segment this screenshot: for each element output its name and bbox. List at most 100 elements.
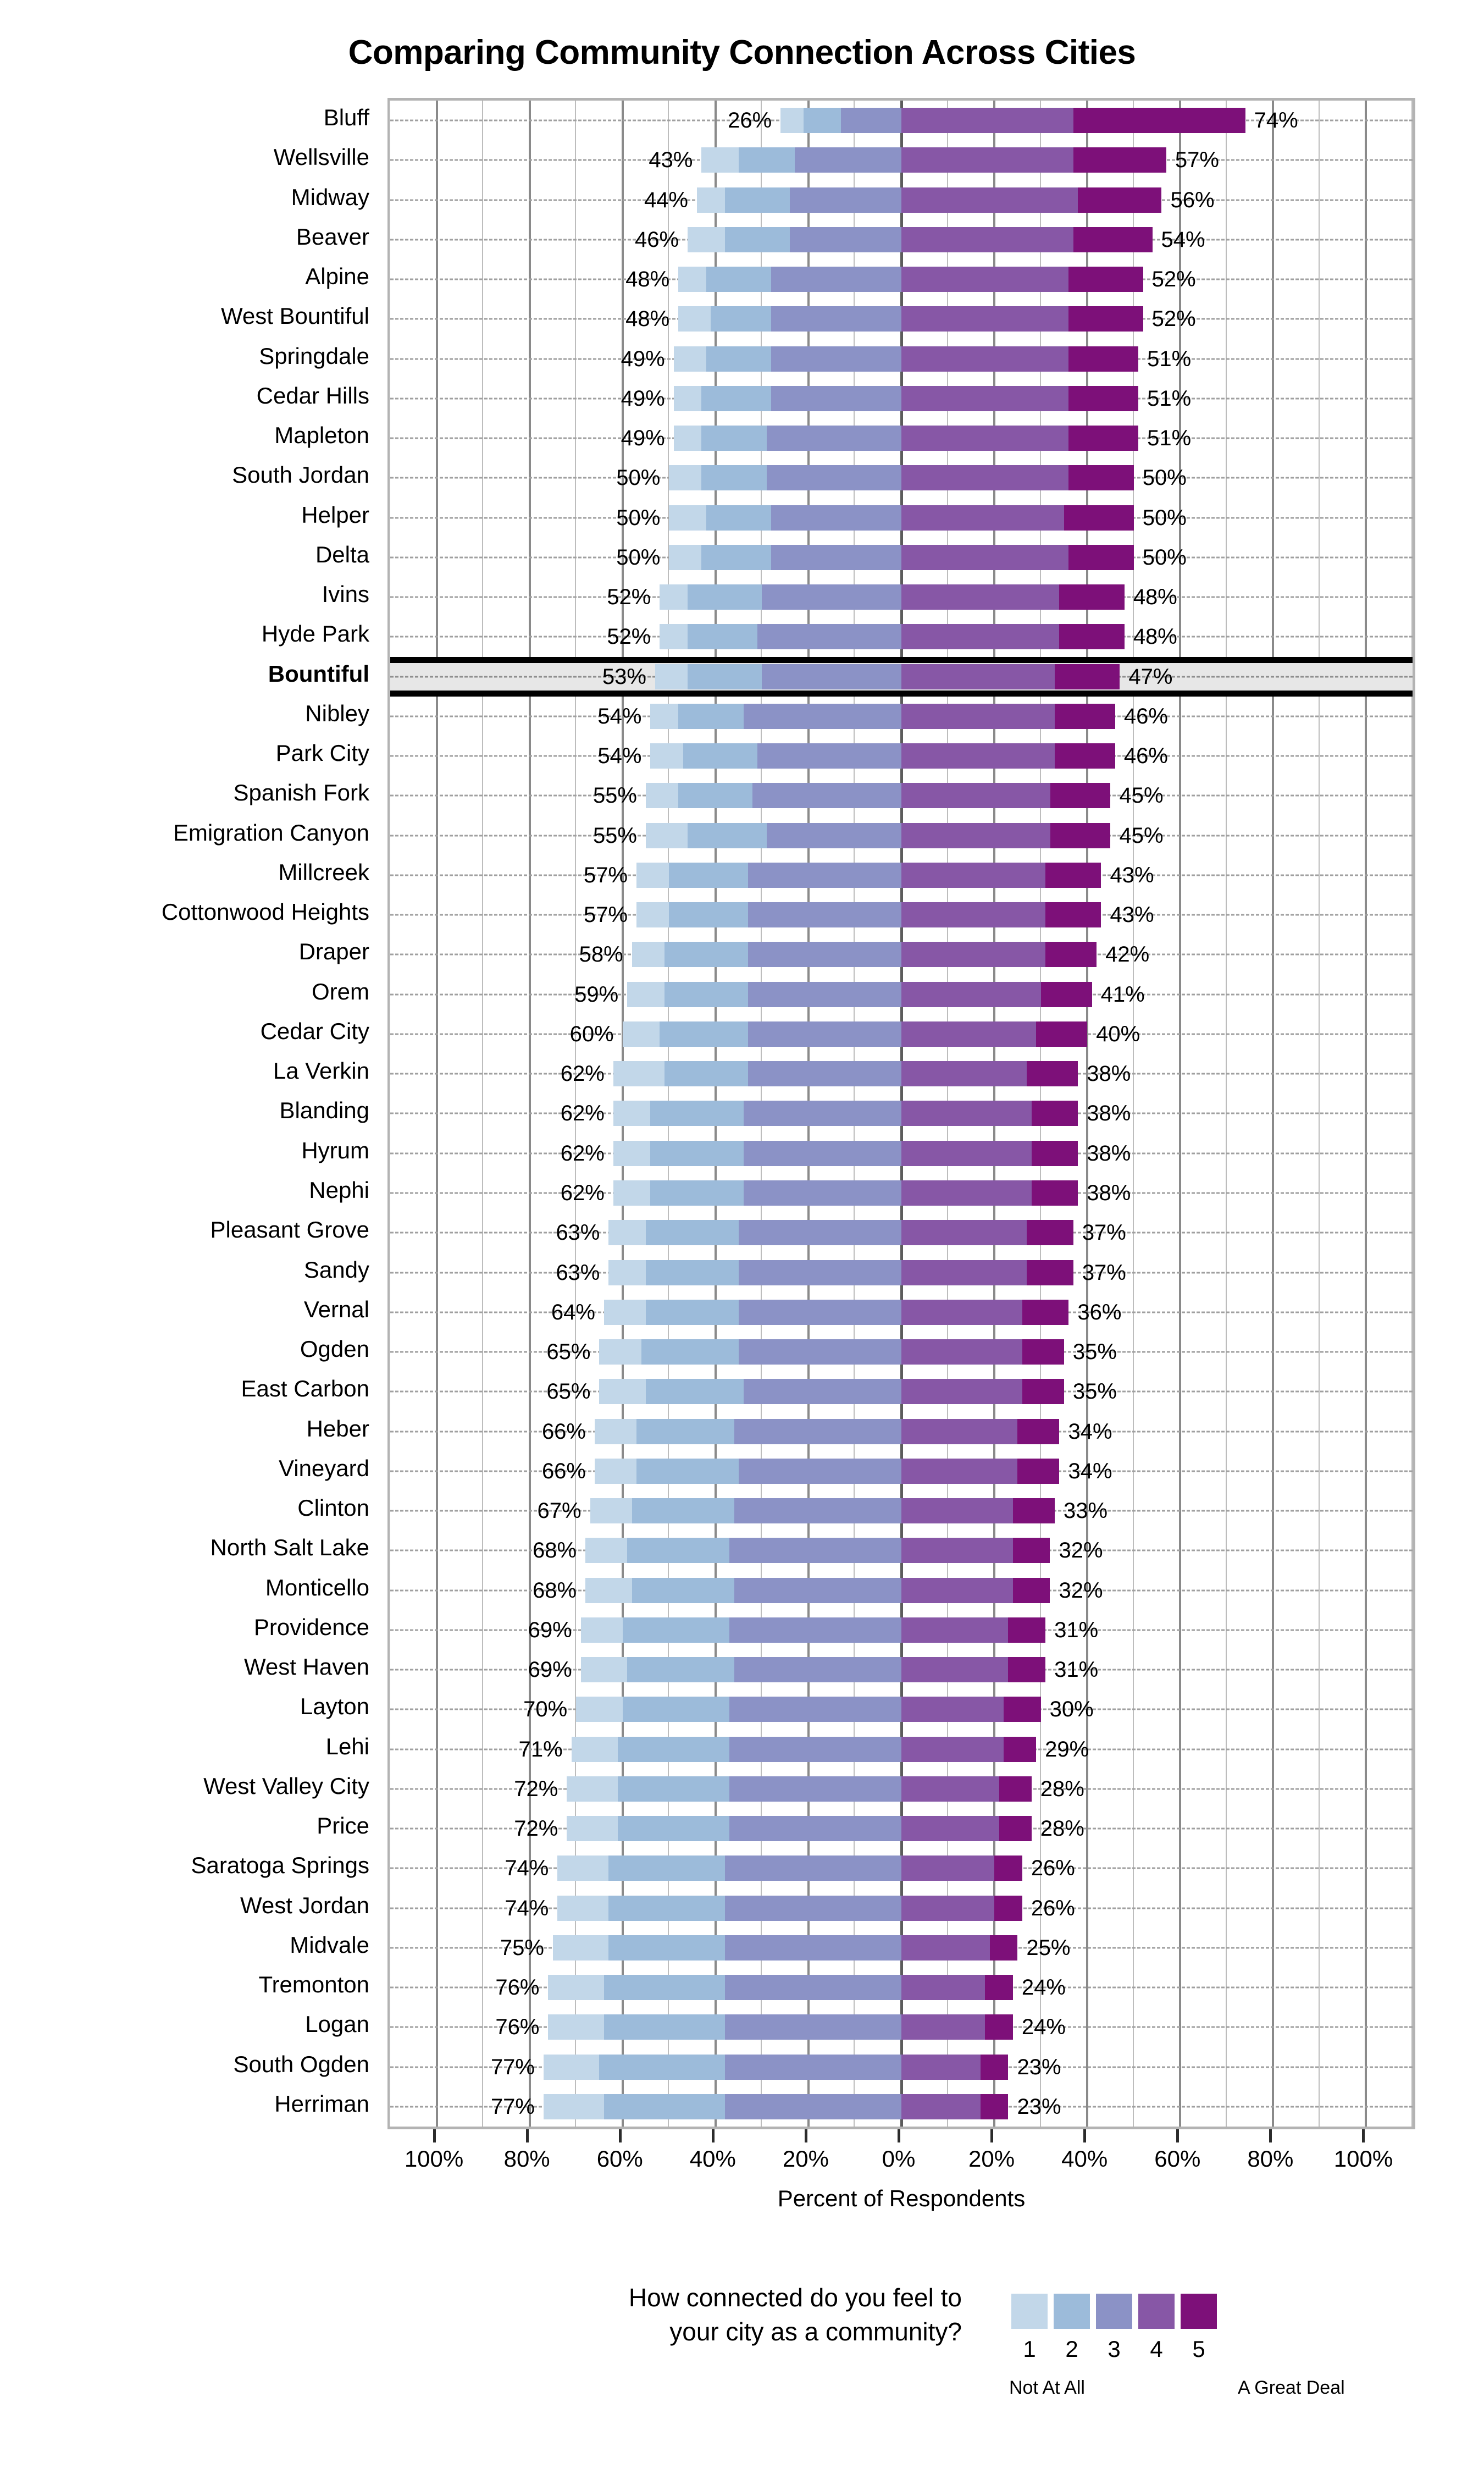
bar-segment-1[interactable] bbox=[678, 267, 706, 292]
bar-segment-1[interactable] bbox=[580, 1617, 623, 1643]
stacked-bar[interactable] bbox=[646, 783, 1111, 809]
bar-segment-5[interactable] bbox=[980, 2094, 1009, 2119]
bar-segment-2[interactable] bbox=[669, 902, 748, 928]
y-axis-label-nephi[interactable]: Nephi bbox=[309, 1177, 369, 1203]
bar-segment-4[interactable] bbox=[901, 1498, 1013, 1524]
bar-segment-4[interactable] bbox=[901, 426, 1069, 451]
bar-segment-4[interactable] bbox=[901, 703, 1055, 729]
bar-segment-3[interactable] bbox=[739, 1339, 901, 1365]
bar-segment-4[interactable] bbox=[901, 1458, 1018, 1484]
bar-segment-5[interactable] bbox=[1068, 267, 1143, 292]
bar-segment-3[interactable] bbox=[724, 1895, 901, 1921]
bar-segment-1[interactable] bbox=[585, 1538, 628, 1564]
y-axis-label-nibley[interactable]: Nibley bbox=[305, 700, 369, 726]
bar-segment-2[interactable] bbox=[724, 227, 790, 252]
bar-segment-5[interactable] bbox=[1017, 1458, 1060, 1484]
bar-segment-3[interactable] bbox=[747, 981, 901, 1007]
bar-row[interactable]: 77% 23% bbox=[390, 2087, 1413, 2127]
bar-segment-3[interactable] bbox=[734, 1657, 901, 1683]
bar-segment-1[interactable] bbox=[590, 1498, 632, 1524]
bar-segment-3[interactable] bbox=[766, 822, 901, 848]
bar-segment-1[interactable] bbox=[548, 2014, 604, 2040]
bar-row[interactable]: 44% 56% bbox=[390, 180, 1413, 220]
bar-segment-2[interactable] bbox=[701, 385, 772, 411]
bar-segment-1[interactable] bbox=[595, 1458, 637, 1484]
bar-segment-5[interactable] bbox=[1003, 1697, 1041, 1722]
y-axis-label-saratoga-springs[interactable]: Saratoga Springs bbox=[191, 1852, 369, 1879]
bar-row[interactable]: 54% 46% bbox=[390, 736, 1413, 776]
bar-segment-2[interactable] bbox=[711, 306, 772, 332]
stacked-bar[interactable] bbox=[544, 2094, 1009, 2119]
stacked-bar[interactable] bbox=[548, 2014, 1013, 2040]
y-axis-label-sandy[interactable]: Sandy bbox=[303, 1256, 369, 1283]
stacked-bar[interactable] bbox=[678, 267, 1143, 292]
bar-segment-3[interactable] bbox=[790, 227, 901, 252]
bar-segment-4[interactable] bbox=[901, 981, 1041, 1007]
bar-segment-4[interactable] bbox=[901, 1061, 1027, 1087]
bar-segment-2[interactable] bbox=[706, 505, 772, 531]
bar-segment-4[interactable] bbox=[901, 624, 1060, 650]
bar-row[interactable]: 69% 31% bbox=[390, 1610, 1413, 1650]
bar-segment-4[interactable] bbox=[901, 1101, 1032, 1126]
bar-segment-1[interactable] bbox=[613, 1180, 651, 1206]
y-axis-label-monticello[interactable]: Monticello bbox=[265, 1574, 369, 1600]
bar-segment-2[interactable] bbox=[688, 624, 757, 650]
bar-segment-2[interactable] bbox=[603, 2094, 725, 2119]
bar-segment-1[interactable] bbox=[544, 2054, 600, 2080]
stacked-bar[interactable] bbox=[673, 426, 1139, 451]
y-axis-label-beaver[interactable]: Beaver bbox=[296, 223, 369, 250]
y-axis-label-layton[interactable]: Layton bbox=[300, 1693, 369, 1720]
bar-row[interactable]: 62% 38% bbox=[390, 1094, 1413, 1133]
y-axis-label-bountiful[interactable]: Bountiful bbox=[268, 660, 369, 687]
bar-row[interactable]: 75% 25% bbox=[390, 1928, 1413, 1968]
bar-segment-2[interactable] bbox=[622, 1697, 730, 1722]
stacked-bar[interactable] bbox=[576, 1697, 1041, 1722]
bar-row[interactable]: 72% 28% bbox=[390, 1769, 1413, 1809]
bar-segment-2[interactable] bbox=[739, 147, 795, 173]
stacked-bar[interactable] bbox=[632, 942, 1097, 968]
bar-row[interactable]: 76% 24% bbox=[390, 1968, 1413, 2007]
y-axis-label-west-jordan[interactable]: West Jordan bbox=[240, 1892, 369, 1918]
bar-segment-2[interactable] bbox=[608, 1935, 725, 1961]
bar-row[interactable]: 50% 50% bbox=[390, 538, 1413, 577]
bar-segment-2[interactable] bbox=[608, 1856, 725, 1881]
bar-segment-5[interactable] bbox=[1050, 783, 1111, 809]
bar-segment-5[interactable] bbox=[980, 2054, 1009, 2080]
bar-segment-2[interactable] bbox=[618, 1776, 730, 1802]
bar-segment-3[interactable] bbox=[724, 2094, 901, 2119]
bar-row[interactable]: 57% 43% bbox=[390, 895, 1413, 935]
bar-segment-4[interactable] bbox=[901, 385, 1069, 411]
bar-row[interactable]: 49% 51% bbox=[390, 339, 1413, 379]
stacked-bar[interactable] bbox=[780, 108, 1245, 134]
bar-row[interactable]: 52% 48% bbox=[390, 577, 1413, 617]
bar-row[interactable]: 68% 32% bbox=[390, 1531, 1413, 1570]
bar-segment-2[interactable] bbox=[804, 108, 841, 134]
bar-segment-2[interactable] bbox=[645, 1299, 739, 1325]
bar-segment-4[interactable] bbox=[901, 1180, 1032, 1206]
bar-segment-4[interactable] bbox=[901, 822, 1050, 848]
y-axis-label-vernal[interactable]: Vernal bbox=[303, 1296, 369, 1322]
y-axis-label-west-haven[interactable]: West Haven bbox=[244, 1654, 369, 1680]
bar-segment-5[interactable] bbox=[985, 2014, 1013, 2040]
stacked-bar[interactable] bbox=[646, 822, 1111, 848]
bar-segment-2[interactable] bbox=[650, 1180, 744, 1206]
bar-segment-1[interactable] bbox=[650, 743, 683, 769]
bar-segment-2[interactable] bbox=[650, 1101, 744, 1126]
bar-row[interactable]: 71% 29% bbox=[390, 1729, 1413, 1769]
bar-segment-5[interactable] bbox=[1031, 1140, 1078, 1166]
bar-segment-1[interactable] bbox=[678, 306, 711, 332]
bar-segment-2[interactable] bbox=[618, 1816, 730, 1842]
bar-segment-5[interactable] bbox=[1045, 862, 1101, 888]
bar-segment-1[interactable] bbox=[636, 902, 669, 928]
stacked-bar[interactable] bbox=[567, 1776, 1032, 1802]
bar-row[interactable]: 66% 34% bbox=[390, 1411, 1413, 1451]
bar-segment-2[interactable] bbox=[701, 426, 767, 451]
bar-segment-3[interactable] bbox=[734, 1498, 901, 1524]
bar-segment-1[interactable] bbox=[650, 703, 679, 729]
bar-segment-4[interactable] bbox=[901, 743, 1055, 769]
bar-segment-1[interactable] bbox=[622, 1021, 660, 1047]
y-axis-label-cottonwood-heights[interactable]: Cottonwood Heights bbox=[161, 899, 369, 925]
bar-segment-2[interactable] bbox=[599, 2054, 725, 2080]
y-axis-label-millcreek[interactable]: Millcreek bbox=[278, 859, 369, 885]
bar-row[interactable]: 57% 43% bbox=[390, 855, 1413, 895]
